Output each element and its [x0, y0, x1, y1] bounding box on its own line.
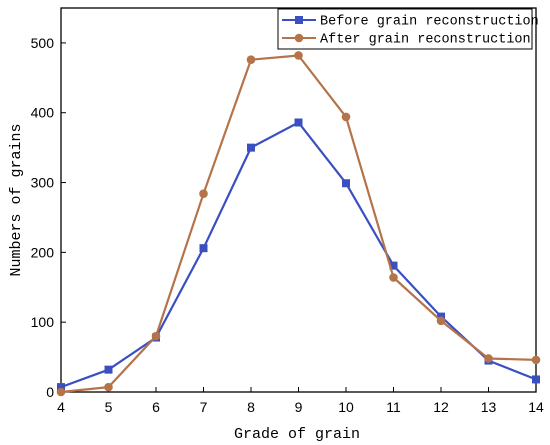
x-tick-label: 5 [105, 399, 113, 415]
y-tick-label: 300 [31, 175, 55, 191]
data-point [341, 112, 351, 122]
legend-label: After grain reconstruction [320, 33, 531, 48]
data-point [56, 387, 66, 397]
y-tick-label: 100 [31, 314, 55, 330]
series-line [60, 54, 537, 394]
y-axis-title: Numbers of grains [8, 123, 25, 276]
plot-frame-layer [60, 7, 537, 393]
data-point [389, 273, 398, 282]
x-tick-label: 9 [295, 399, 303, 415]
series-before [57, 118, 540, 392]
legend-marker [294, 33, 304, 43]
data-point [104, 365, 113, 374]
data-point [294, 118, 303, 127]
data-point [436, 316, 446, 326]
data-point [389, 261, 398, 270]
data-point [247, 143, 255, 152]
data-point [199, 244, 208, 253]
y-tick-label: 0 [46, 384, 54, 400]
x-tick-label: 7 [200, 399, 208, 415]
series-layer [56, 51, 541, 397]
data-point [199, 189, 208, 199]
x-tick-label: 12 [433, 399, 449, 415]
x-tick-label: 13 [481, 399, 497, 415]
x-tick-label: 4 [57, 399, 65, 415]
legend-item: Before grain reconstruction [282, 15, 539, 30]
data-point [531, 355, 541, 365]
y-tick-label: 200 [31, 244, 55, 260]
data-point [57, 383, 65, 392]
data-point [532, 375, 540, 384]
x-tick-label: 6 [152, 399, 160, 415]
x-tick-label: 8 [247, 399, 255, 415]
x-tick-label: 10 [338, 399, 354, 415]
x-tick-label: 11 [386, 399, 401, 415]
y-tick-label: 400 [31, 105, 55, 121]
y-tick-label: 500 [31, 35, 55, 51]
x-axis-title: Grade of grain [234, 426, 360, 443]
plot-frame [60, 7, 537, 393]
series-after [56, 51, 541, 397]
data-point [104, 382, 113, 392]
data-point [294, 51, 303, 60]
legend-item: After grain reconstruction [282, 33, 531, 48]
data-point [151, 331, 161, 341]
series-line [60, 121, 537, 389]
legend-box [277, 8, 533, 50]
x-tick-label: 14 [528, 399, 544, 415]
legend-label: Before grain reconstruction [320, 15, 539, 30]
axis-ticks-layer: 4 5 6 7 8 9 10 11 12 13 14 0 100 200 300 400 500 [31, 35, 544, 415]
data-point [246, 55, 256, 64]
data-point [342, 179, 350, 188]
data-point [484, 354, 493, 363]
legend-marker [295, 16, 303, 24]
legend: Before grain reconstruction After grain r… [277, 8, 539, 50]
